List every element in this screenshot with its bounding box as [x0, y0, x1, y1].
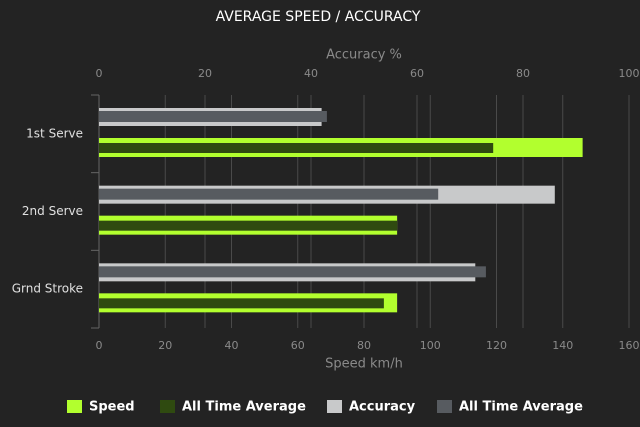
- legend-label: All Time Average: [182, 400, 306, 415]
- chart-title: AVERAGE SPEED / ACCURACY: [216, 9, 421, 25]
- x2-tick-label: 80: [516, 67, 530, 80]
- legend-swatch: [327, 400, 342, 413]
- x-tick-label: 20: [158, 339, 172, 352]
- bar: [99, 143, 494, 153]
- x2-tick-label: 100: [619, 67, 640, 80]
- y-tick-label: 2nd Serve: [22, 204, 83, 218]
- legend-swatch: [67, 400, 82, 413]
- y-tick-label: 1st Serve: [26, 126, 83, 140]
- bar: [99, 266, 486, 278]
- x-tick-label: 160: [619, 339, 640, 352]
- bar: [99, 298, 384, 309]
- legend-swatch: [160, 400, 175, 413]
- legend-label: All Time Average: [459, 400, 583, 415]
- x-tick-label: 60: [291, 339, 305, 352]
- x-tick-label: 0: [96, 339, 103, 352]
- x-tick-label: 140: [552, 339, 573, 352]
- bar: [99, 220, 398, 231]
- bar: [99, 188, 439, 200]
- x-tick-label: 80: [357, 339, 371, 352]
- legend-label: Speed: [89, 400, 135, 415]
- x2-tick-label: 0: [96, 67, 103, 80]
- x2-axis-label: Accuracy %: [326, 48, 402, 63]
- x2-tick-label: 40: [304, 67, 318, 80]
- x2-tick-label: 20: [198, 67, 212, 80]
- legend-label: Accuracy: [349, 400, 416, 415]
- x-tick-label: 120: [486, 339, 507, 352]
- y-tick-label: Grnd Stroke: [12, 282, 83, 296]
- x-tick-label: 40: [225, 339, 239, 352]
- x-tick-label: 100: [420, 339, 441, 352]
- bar: [99, 111, 327, 122]
- x2-tick-label: 60: [410, 67, 424, 80]
- x-axis-label: Speed km/h: [325, 357, 403, 372]
- legend-swatch: [437, 400, 452, 413]
